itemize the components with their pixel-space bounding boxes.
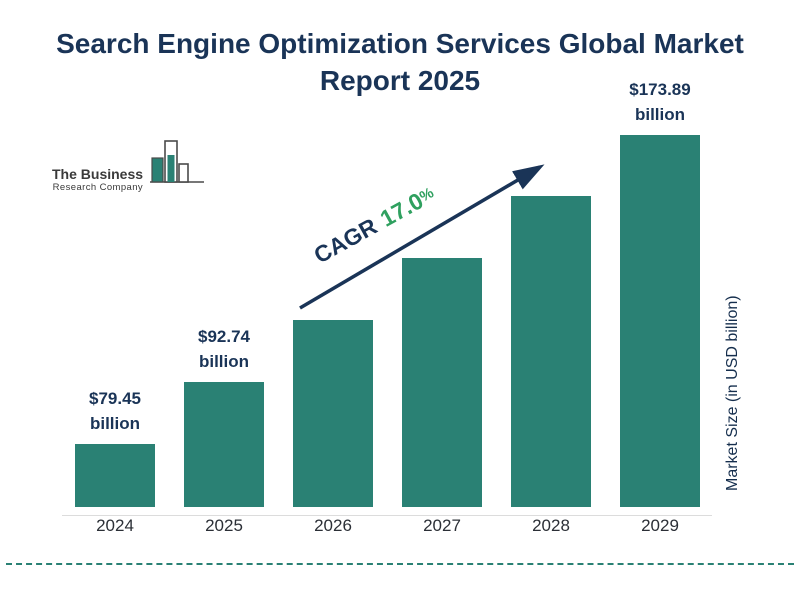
y-axis-label: Market Size (in USD billion) [724,295,741,491]
bar-chart-logo-icon [149,138,205,193]
page-title: Search Engine Optimization Services Glob… [56,28,744,96]
company-logo-line2: Research Company [52,181,144,193]
bar-2028 [511,195,591,507]
bar-group-2025: $92.74 billion 2025 [184,70,264,545]
x-axis-baseline [62,515,712,516]
bar-value-label-2024: $79.45 billion [89,388,141,434]
x-tick-label-2027: 2027 [423,515,461,535]
x-tick-label-2026: 2026 [314,515,352,535]
bar-chart: $79.45 billion 2024 $92.74 billion 2025 2026 20… [75,70,700,545]
bar-2024 [75,443,155,507]
bar-group-2027: 2027 [402,70,482,545]
x-tick-label-2028: 2028 [532,515,570,535]
bar-group-2029: $173.89 billion 2029 [620,70,700,545]
bar-group-2026: 2026 [293,70,373,545]
bar-2027 [402,257,482,507]
bar-2029 [620,134,700,507]
bar-2025 [184,381,264,507]
x-tick-label-2029: 2029 [641,515,679,535]
bar-group-2028: 2028 [511,70,591,545]
bar-2026 [293,319,373,507]
company-logo-line1: The Business [52,165,144,182]
company-logo: The Business Research Company [52,138,205,193]
bar-value-label-2025: $92.74 billion [198,326,250,372]
company-logo-text: The Business Research Company [52,166,143,193]
x-tick-label-2024: 2024 [96,515,134,535]
bar-value-label-2029: $173.89 billion [629,79,691,125]
bar-group-2024: $79.45 billion 2024 [75,70,155,545]
x-tick-label-2025: 2025 [205,515,243,535]
bottom-dashed-divider [6,563,794,565]
